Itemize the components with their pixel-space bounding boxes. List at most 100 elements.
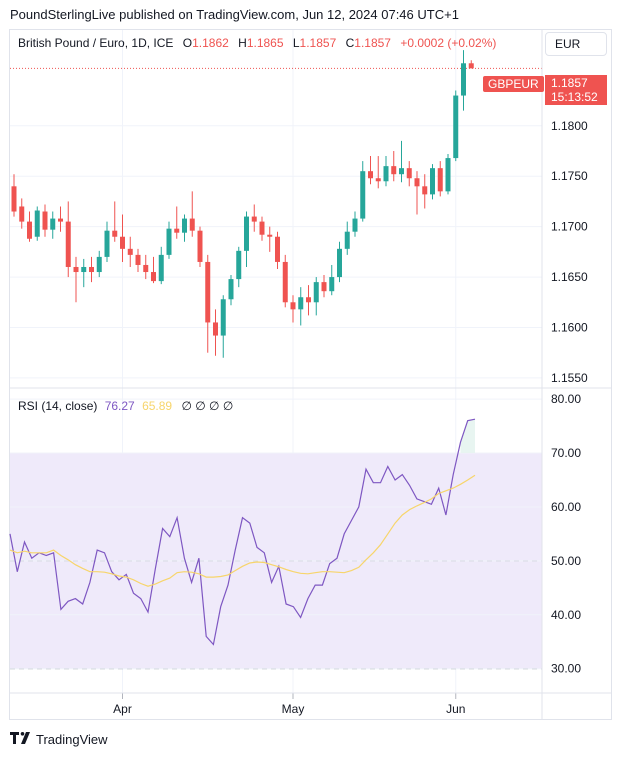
- candle-body: [321, 282, 327, 292]
- candle-body: [81, 266, 87, 273]
- rsi-ma-line: [9, 474, 476, 587]
- candle-body: [437, 168, 443, 192]
- candle-body: [42, 211, 48, 230]
- footer-brand-label: TradingView: [36, 732, 108, 747]
- chart-frame: [9, 29, 612, 720]
- price-tick-label: 1.1750: [551, 169, 588, 183]
- candle-body: [58, 218, 63, 222]
- candle-body: [430, 168, 435, 195]
- rsi-tick-label: 40.00: [551, 608, 581, 622]
- candle-body: [406, 168, 412, 179]
- last-price-label: 1.1857 15:13:52: [545, 75, 607, 105]
- tradingview-logo-icon: [10, 732, 32, 747]
- candle-body: [251, 216, 257, 222]
- candle-body: [11, 186, 17, 212]
- candle-body: [228, 279, 234, 300]
- rsi-ma-value: 65.89: [142, 399, 173, 413]
- rsi-tick-label: 30.00: [551, 662, 581, 676]
- footer-brand[interactable]: TradingView: [10, 732, 108, 747]
- candle-body: [461, 63, 466, 96]
- price-tick-label: 1.1700: [551, 220, 588, 234]
- candle-body: [182, 218, 187, 233]
- low-label: L: [292, 36, 300, 50]
- rsi-title[interactable]: RSI (14, close): [18, 399, 98, 413]
- candle-body: [267, 234, 273, 237]
- low-value: 1.1857: [299, 36, 337, 50]
- candle-body: [306, 297, 311, 303]
- candle-body: [298, 297, 304, 310]
- rsi-axis: 30.00 40.00 50.00 60.00 70.00 80.00: [551, 392, 581, 676]
- candle-body: [352, 218, 358, 232]
- candle-body: [174, 228, 180, 233]
- candle-body: [275, 236, 280, 262]
- time-tick-label: Jun: [446, 702, 465, 716]
- candle-body: [337, 248, 342, 278]
- candle-body: [89, 266, 94, 273]
- candle-body: [468, 63, 474, 69]
- candle-body: [290, 302, 296, 310]
- candle-body: [65, 221, 71, 267]
- rsi-tick-label: 60.00: [551, 500, 581, 514]
- candle-body: [135, 254, 141, 265]
- rsi-tick-label: 80.00: [551, 392, 581, 406]
- candle-body: [213, 322, 218, 336]
- rsi-pane: [9, 398, 542, 670]
- candle-body: [120, 236, 125, 249]
- symbol-price-tag: GBPEUR: [483, 76, 544, 92]
- candle-body: [19, 206, 25, 222]
- rsi-line: [9, 418, 476, 646]
- candle-body: [236, 250, 242, 280]
- candle-body: [189, 218, 195, 231]
- candle-body: [151, 272, 156, 282]
- candle-body: [313, 282, 319, 303]
- candlestick-series: [11, 50, 474, 358]
- close-label: C: [345, 36, 355, 50]
- symbol-legend: British Pound / Euro, 1D, ICE O1.1862 H1…: [18, 36, 496, 50]
- candle-body: [329, 277, 335, 292]
- candle-body: [205, 261, 211, 323]
- candle-body: [445, 158, 451, 192]
- candle-body: [166, 228, 172, 255]
- last-price-value: 1.1857: [551, 76, 588, 90]
- high-value: 1.1865: [246, 36, 284, 50]
- time-tick-label: May: [282, 702, 305, 716]
- candle-body: [73, 266, 79, 273]
- candle-body: [282, 261, 288, 303]
- candle-body: [158, 254, 164, 282]
- currency-selector[interactable]: EUR: [545, 32, 607, 56]
- rsi-tick-label: 70.00: [551, 446, 581, 460]
- candle-body: [50, 218, 56, 230]
- candle-body: [453, 95, 459, 159]
- candle-body: [375, 178, 381, 182]
- symbol-title[interactable]: British Pound / Euro, 1D, ICE: [18, 36, 174, 50]
- change-value: +0.0002 (+0.02%): [400, 36, 497, 50]
- candle-body: [368, 171, 373, 179]
- price-tick-label: 1.1550: [551, 371, 588, 385]
- price-axis: 1.1550 1.1600 1.1650 1.1700 1.1750 1.1800: [551, 119, 588, 385]
- time-axis: Apr May Jun: [113, 693, 465, 716]
- open-value: 1.1862: [192, 36, 229, 50]
- candle-body: [422, 186, 428, 195]
- open-label: O: [182, 36, 193, 50]
- price-tick-label: 1.1800: [551, 119, 588, 133]
- candle-body: [104, 230, 110, 257]
- candle-body: [244, 216, 249, 251]
- price-tick-label: 1.1600: [551, 320, 588, 334]
- candle-body: [112, 230, 118, 237]
- candle-body: [197, 230, 203, 262]
- candle-body: [34, 210, 40, 237]
- candle-body: [399, 168, 404, 175]
- candle-body: [414, 178, 420, 187]
- bar-countdown: 15:13:52: [551, 90, 598, 104]
- published-header: PoundSterlingLive published on TradingVi…: [10, 7, 459, 22]
- candle-body: [360, 171, 366, 219]
- candle-body: [96, 256, 102, 273]
- candle-body: [220, 299, 226, 336]
- candle-body: [259, 221, 265, 235]
- high-label: H: [238, 36, 247, 50]
- candle-body: [344, 231, 350, 249]
- candle-body: [127, 248, 133, 255]
- candle-body: [143, 264, 149, 273]
- rsi-legend: RSI (14, close) 76.27 65.89 ∅ ∅ ∅ ∅: [18, 399, 233, 413]
